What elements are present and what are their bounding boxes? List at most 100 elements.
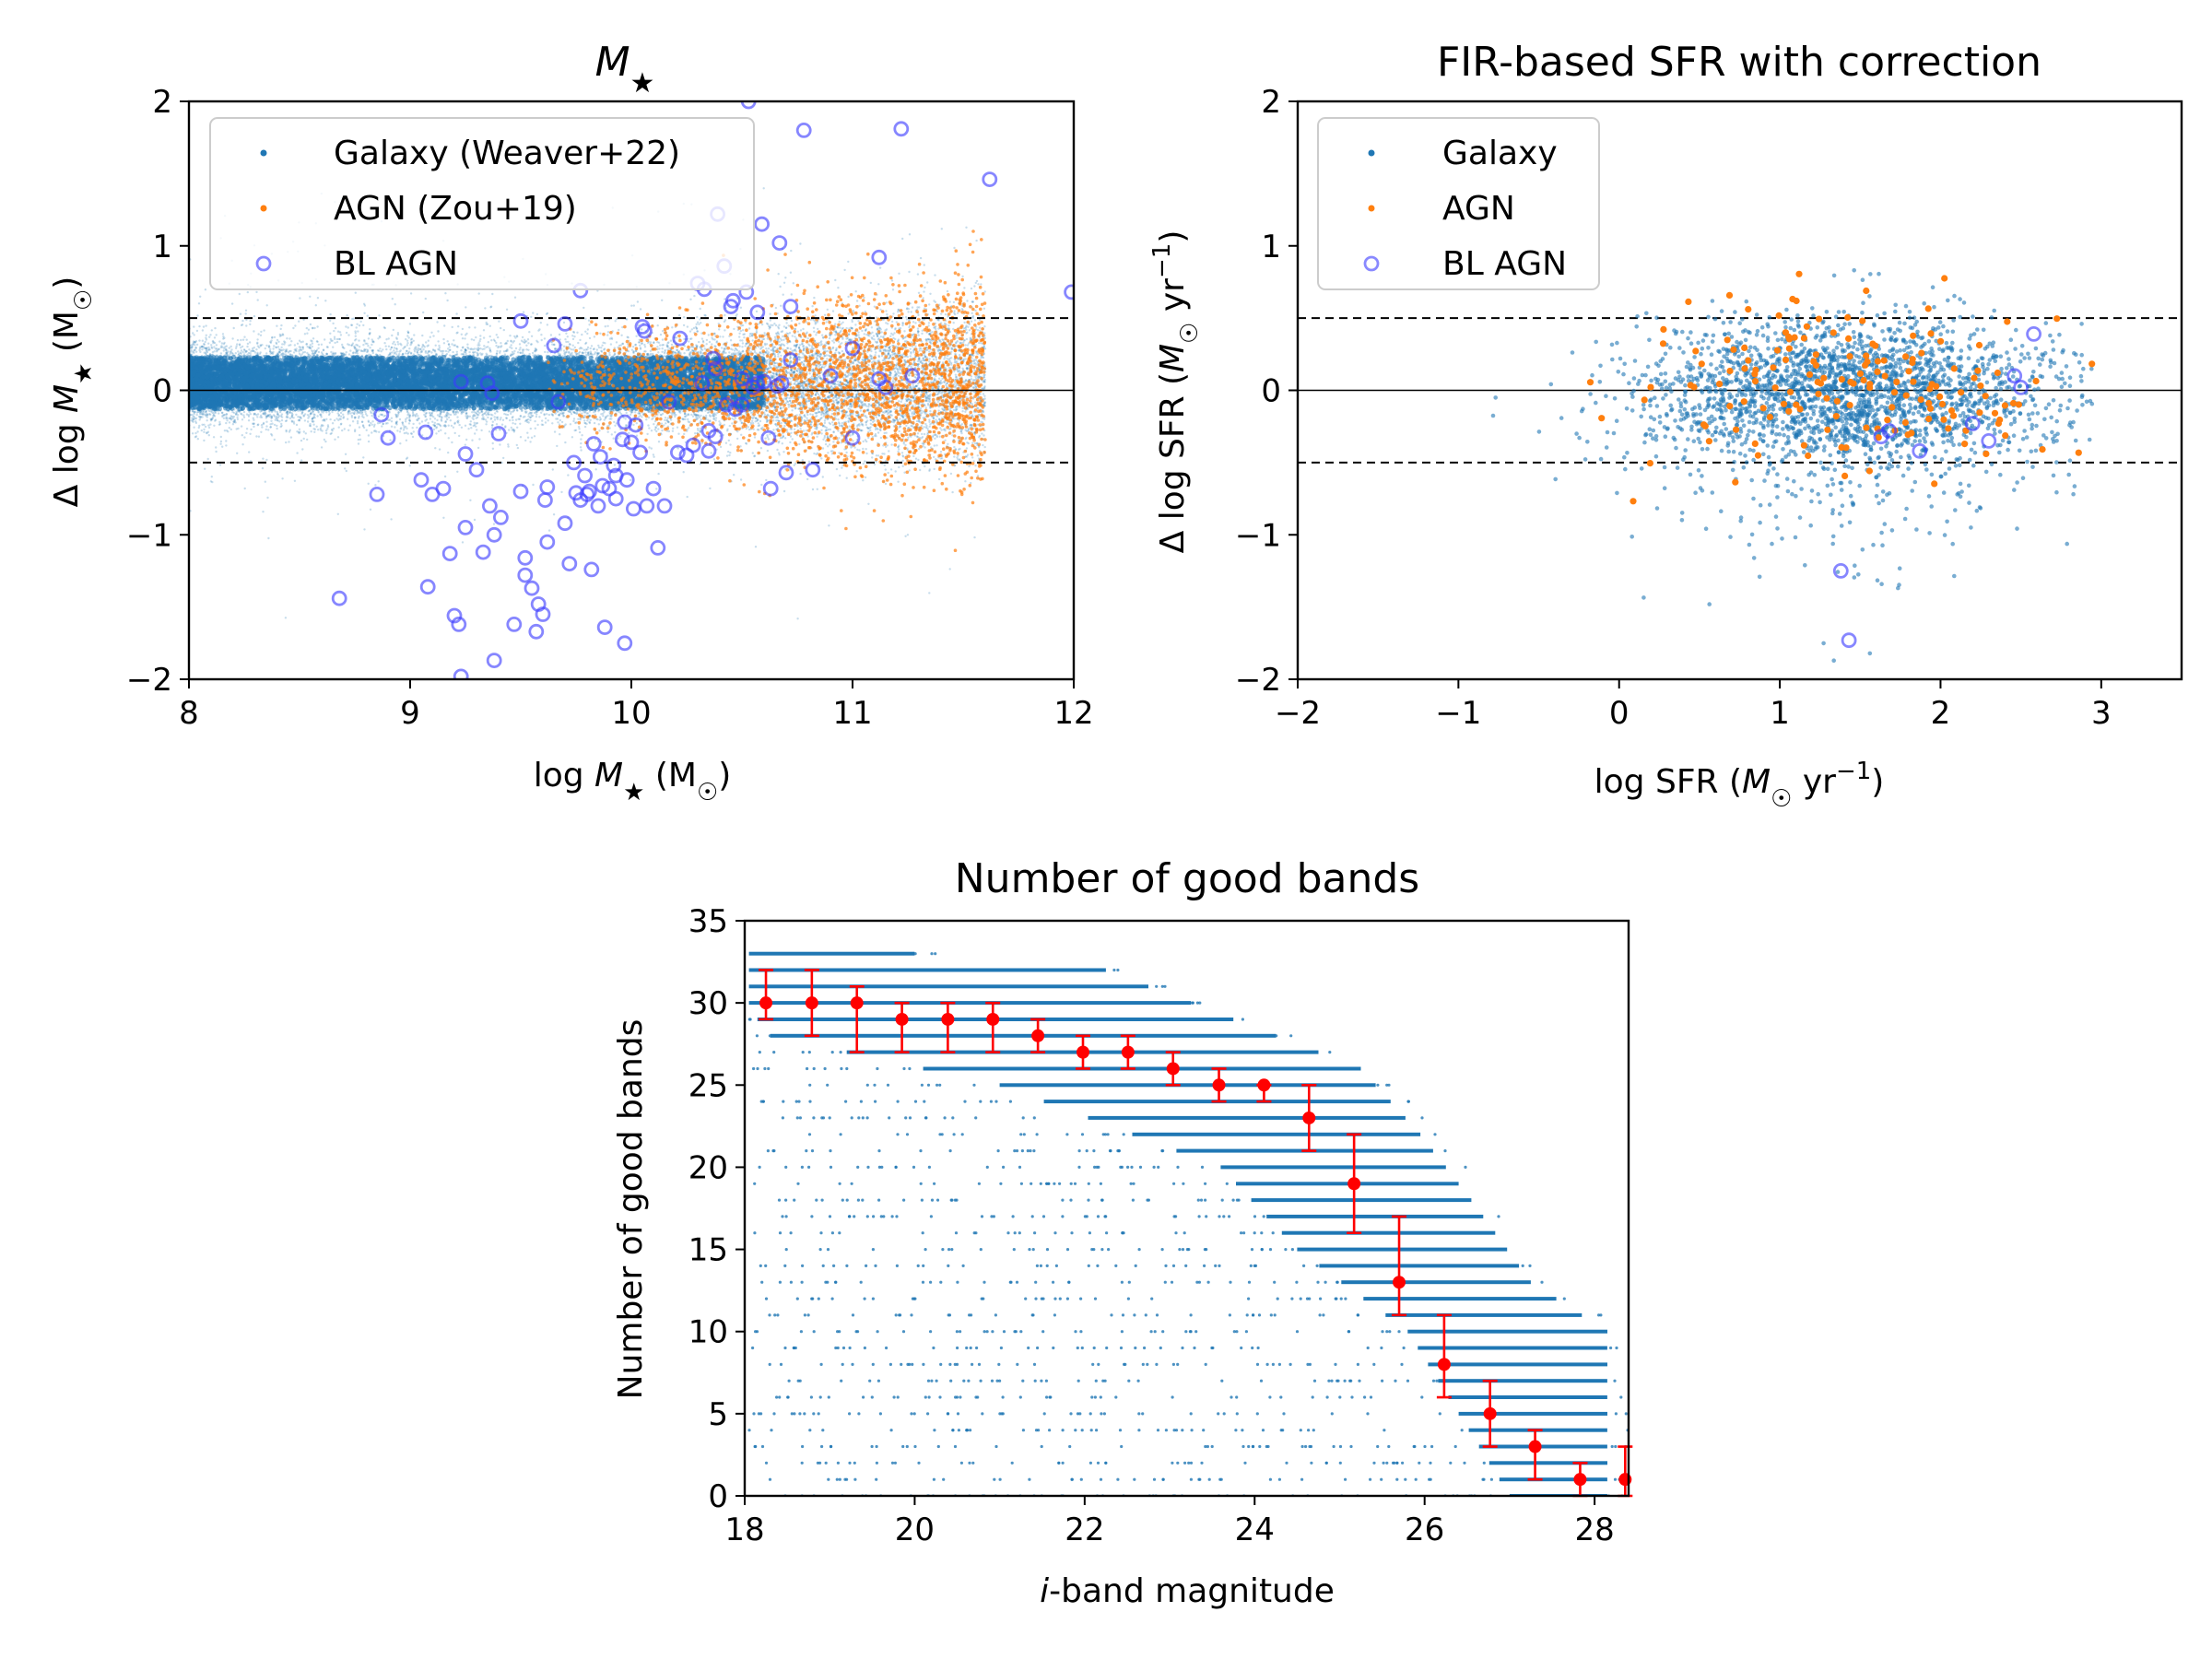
- mstar-galaxy-point: [265, 458, 268, 462]
- mstar-galaxy-point: [972, 391, 976, 394]
- mstar-galaxy-point: [482, 329, 486, 332]
- mstar-galaxy-point: [468, 350, 471, 354]
- mstar-galaxy-point: [572, 419, 575, 423]
- mstar-galaxy-point: [499, 443, 501, 446]
- mstar-galaxy-point: [657, 351, 660, 354]
- mstar-galaxy-point: [325, 411, 328, 414]
- mstar-galaxy-point: [395, 353, 398, 356]
- mstar-galaxy-point: [872, 335, 876, 337]
- mstar-galaxy-point: [618, 328, 620, 332]
- mstar-galaxy-point: [564, 423, 567, 426]
- mstar-galaxy-point: [893, 418, 896, 422]
- mstar-galaxy-point: [367, 434, 371, 437]
- mstar-galaxy-point: [700, 418, 702, 421]
- mstar-galaxy-point: [525, 348, 528, 351]
- mstar-galaxy-point: [847, 295, 850, 299]
- mstar-galaxy-point: [908, 233, 912, 236]
- mstar-galaxy-point: [417, 415, 419, 418]
- mstar-galaxy-point: [246, 290, 249, 294]
- mstar-galaxy-point: [739, 419, 742, 422]
- mstar-galaxy-point: [317, 343, 320, 347]
- mstar-xtick-label: 11: [832, 695, 872, 732]
- mstar-galaxy-point: [955, 334, 959, 337]
- mstar-galaxy-point: [824, 442, 828, 446]
- mstar-galaxy-point: [898, 429, 900, 433]
- mstar-galaxy-point: [580, 441, 582, 445]
- mstar-galaxy-point: [736, 437, 739, 441]
- mstar-galaxy-point: [307, 328, 311, 331]
- mstar-galaxy-point: [697, 417, 700, 419]
- mstar-galaxy-point: [874, 354, 877, 357]
- mstar-galaxy-point: [978, 319, 982, 322]
- mstar-galaxy-point: [471, 411, 474, 414]
- mstar-galaxy-point: [980, 283, 982, 286]
- mstar-galaxy-point: [772, 429, 775, 431]
- mstar-galaxy-point: [766, 434, 769, 437]
- mstar-galaxy-point: [197, 302, 201, 305]
- mstar-galaxy-point: [975, 377, 978, 381]
- mstar-galaxy-point: [398, 418, 402, 421]
- mstar-galaxy-point: [671, 429, 675, 432]
- mstar-galaxy-point: [863, 333, 865, 335]
- mstar-galaxy-point: [846, 336, 849, 340]
- mstar-galaxy-point: [215, 334, 218, 336]
- mstar-galaxy-point: [848, 338, 851, 341]
- mstar-galaxy-point: [865, 329, 867, 332]
- mstar-galaxy-point: [458, 423, 461, 427]
- mstar-galaxy-point: [873, 463, 877, 465]
- mstar-galaxy-point: [284, 617, 288, 619]
- mstar-galaxy-point: [437, 340, 440, 343]
- mstar-galaxy-point: [516, 426, 519, 429]
- mstar-galaxy-point: [288, 350, 291, 353]
- mstar-galaxy-point: [540, 334, 543, 336]
- mstar-galaxy-point: [231, 423, 235, 426]
- mstar-galaxy-point: [891, 288, 895, 291]
- mstar-galaxy-point: [789, 356, 792, 359]
- mstar-galaxy-point: [411, 427, 414, 429]
- mstar-ytick-label: −1: [126, 517, 172, 554]
- mstar-galaxy-point: [740, 433, 743, 436]
- mstar-galaxy-point: [751, 419, 754, 422]
- mstar-galaxy-point: [218, 464, 222, 466]
- mstar-galaxy-point: [436, 418, 439, 422]
- mstar-galaxy-point: [871, 394, 874, 397]
- mstar-galaxy-point: [306, 420, 310, 423]
- mstar-galaxy-point: [496, 349, 499, 353]
- mstar-galaxy-point: [584, 317, 587, 320]
- mstar-galaxy-point: [809, 413, 812, 416]
- mstar-galaxy-point: [243, 436, 246, 439]
- mstar-galaxy-point: [870, 349, 873, 353]
- mstar-galaxy-point: [310, 430, 312, 433]
- mstar-galaxy-point: [635, 335, 638, 337]
- mstar-galaxy-point: [856, 448, 859, 452]
- mstar-galaxy-point: [334, 438, 336, 441]
- mstar-galaxy-point: [272, 347, 275, 350]
- mstar-galaxy-point: [333, 335, 336, 338]
- mstar-galaxy-point: [831, 450, 834, 453]
- mstar-galaxy-point: [329, 332, 332, 335]
- mstar-galaxy-point: [797, 382, 800, 385]
- mstar-galaxy-point: [198, 424, 201, 428]
- mstar-galaxy-point: [643, 343, 646, 347]
- mstar-galaxy-point: [491, 292, 494, 296]
- mstar-galaxy-point: [240, 349, 243, 352]
- mstar-galaxy-point: [902, 455, 905, 458]
- mstar-galaxy-point: [543, 337, 547, 340]
- mstar-galaxy-point: [840, 323, 842, 325]
- mstar-galaxy-point: [790, 293, 793, 296]
- mstar-galaxy-point: [460, 333, 463, 335]
- mstar-galaxy-point: [444, 349, 448, 353]
- mstar-galaxy-point: [794, 337, 798, 340]
- mstar-galaxy-point: [766, 436, 770, 439]
- mstar-galaxy-point: [495, 423, 499, 426]
- mstar-galaxy-point: [738, 335, 741, 338]
- mstar-galaxy-point: [514, 418, 518, 421]
- mstar-galaxy-point: [747, 327, 751, 330]
- mstar-galaxy-point: [896, 392, 899, 394]
- mstar-galaxy-point: [821, 447, 825, 450]
- mstar-galaxy-point: [240, 338, 242, 342]
- mstar-galaxy-point: [528, 331, 531, 334]
- mstar-galaxy-point: [806, 413, 809, 417]
